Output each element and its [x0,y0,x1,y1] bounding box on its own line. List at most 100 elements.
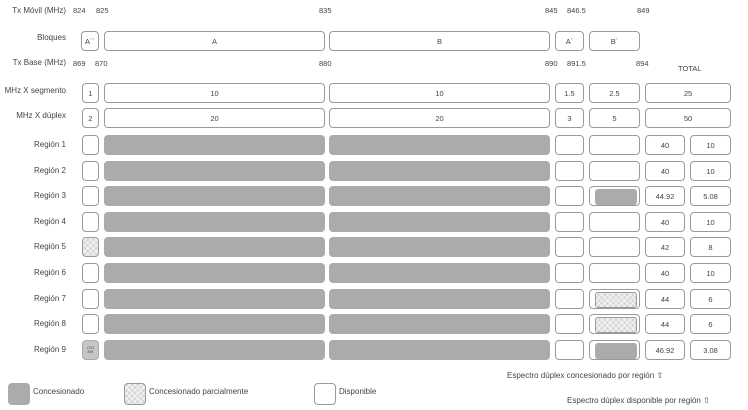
region-label: Región 9 [33,345,66,354]
seg-b-prime: 2.5 [589,83,640,103]
region-total-concesionado: 40 [645,212,685,232]
region-cell-b [329,135,550,155]
region-total-concesionado: 42 [645,237,685,257]
legend-label-concesionado: Concesionado [33,387,85,396]
region-total-disponible: 10 [690,212,731,232]
region-cell-b [329,289,550,309]
region-total-concesionado: 44 [645,314,685,334]
region-label: Región 4 [33,217,66,226]
region-total-disponible: 8 [690,237,731,257]
region-total-concesionado: 46.92 [645,340,685,360]
region-cell-a2: CSI MX [82,340,99,360]
region-total-disponible: 10 [690,135,731,155]
region-cell-b-prime [589,161,640,181]
region-cell-a2 [82,212,99,232]
total-label: TOTAL [678,64,702,73]
region-cell-a-prime [555,340,584,360]
region-cell-b [329,161,550,181]
region-total-disponible: 5.08 [690,186,731,206]
seg-total: 25 [645,83,731,103]
region-cell-a-prime [555,135,584,155]
region-cell-a2 [82,135,99,155]
region-cell-a2-text: MX [87,349,94,354]
note-concesionado: Espectro dúplex concesionado por región … [507,371,664,380]
dup-a-prime: 3 [555,108,584,128]
region-total-concesionado: 44 [645,289,685,309]
region-cell-a [104,263,325,283]
region-cell-a2 [82,186,99,206]
region-cell-b-prime [589,263,640,283]
dup-a2: 2 [82,108,99,128]
region-cell-a-prime [555,237,584,257]
dup-b-prime: 5 [589,108,640,128]
region-cell-a-prime [555,186,584,206]
block-a2: A´´ [81,31,99,51]
region-total-disponible: 6 [690,314,731,334]
region-cell-a2 [82,237,99,257]
region-total-concesionado: 40 [645,161,685,181]
region-cell-b-prime-fill [595,189,637,205]
dup-total: 50 [645,108,731,128]
region-cell-a [104,161,325,181]
region-total-concesionado: 44.92 [645,186,685,206]
region-cell-b-prime-fill [595,343,637,359]
block-b-prime: B´ [589,31,640,51]
region-cell-b [329,237,550,257]
region-label: Región 8 [33,319,66,328]
region-cell-a [104,135,325,155]
region-cell-b-prime [589,314,640,334]
region-cell-a-prime [555,314,584,334]
block-a: A [104,31,325,51]
region-cell-b [329,186,550,206]
region-cell-a2 [82,314,99,334]
region-cell-b-prime [589,340,640,360]
region-cell-b [329,340,550,360]
tick: 845 [545,6,558,15]
region-cell-a2 [82,289,99,309]
segmento-label: MHz X segmento [4,86,66,95]
region-cell-b [329,212,550,232]
region-cell-a-prime [555,161,584,181]
region-cell-a-prime [555,212,584,232]
legend-swatch-disponible [314,383,336,405]
legend-label-disponible: Disponible [339,387,377,396]
dup-a: 20 [104,108,325,128]
block-a-prime: A´ [555,31,584,51]
region-total-concesionado: 40 [645,135,685,155]
region-cell-b-prime [589,135,640,155]
region-cell-b-prime [589,212,640,232]
region-cell-a [104,186,325,206]
tick: 825 [96,6,109,15]
region-cell-a2 [82,161,99,181]
bloques-label: Bloques [37,33,66,42]
region-label: Región 5 [33,242,66,251]
region-total-concesionado: 40 [645,263,685,283]
tx-movil-label: Tx Móvil (MHz) [12,6,66,15]
region-cell-a2-text: CSI [87,345,94,350]
region-cell-b [329,263,550,283]
region-cell-a [104,289,325,309]
region-label: Región 3 [33,191,66,200]
tick: 890 [545,59,558,68]
block-b: B [329,31,550,51]
region-cell-b [329,314,550,334]
region-cell-b-prime [589,289,640,309]
seg-b: 10 [329,83,550,103]
region-cell-a [104,314,325,334]
tick: 835 [319,6,332,15]
tick: 880 [319,59,332,68]
legend-swatch-concesionado [8,383,30,405]
region-cell-a [104,340,325,360]
tick: 870 [95,59,108,68]
region-label: Región 1 [33,140,66,149]
region-total-disponible: 10 [690,161,731,181]
region-cell-a-prime [555,263,584,283]
tick: 849 [637,6,650,15]
tick: 891.5 [567,59,586,68]
region-cell-b-prime-fill [595,317,637,333]
region-total-disponible: 10 [690,263,731,283]
region-total-disponible: 6 [690,289,731,309]
duplex-label: MHz X dúplex [16,111,66,120]
region-label: Región 7 [33,294,66,303]
tick: 846.5 [567,6,586,15]
